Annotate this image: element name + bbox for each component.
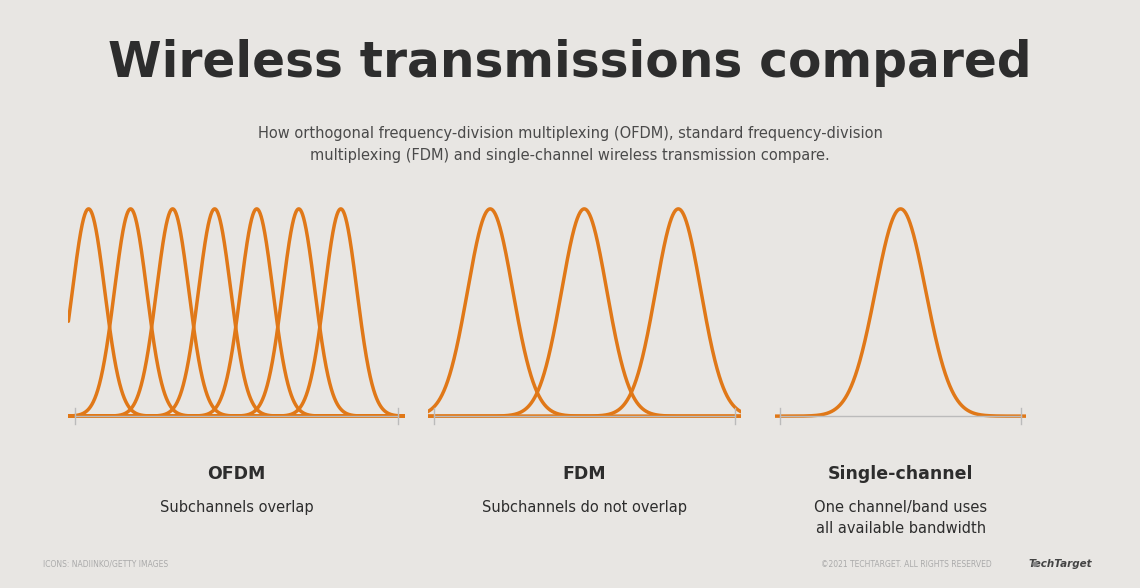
Text: Single-channel: Single-channel	[828, 465, 974, 483]
Text: Subchannels overlap: Subchannels overlap	[160, 500, 314, 515]
Text: ●: ●	[1032, 562, 1039, 567]
Text: ©2021 TECHTARGET. ALL RIGHTS RESERVED: ©2021 TECHTARGET. ALL RIGHTS RESERVED	[821, 560, 992, 569]
Text: FDM: FDM	[562, 465, 606, 483]
Text: How orthogonal frequency-division multiplexing (OFDM), standard frequency-divisi: How orthogonal frequency-division multip…	[258, 126, 882, 163]
Text: Wireless transmissions compared: Wireless transmissions compared	[108, 39, 1032, 87]
Text: TechTarget: TechTarget	[1028, 559, 1092, 570]
Text: Subchannels do not overlap: Subchannels do not overlap	[482, 500, 686, 515]
Text: One channel/band uses
all available bandwidth: One channel/band uses all available band…	[814, 500, 987, 536]
Text: ICONS: NADIINKO/GETTY IMAGES: ICONS: NADIINKO/GETTY IMAGES	[43, 560, 169, 569]
Text: OFDM: OFDM	[207, 465, 266, 483]
